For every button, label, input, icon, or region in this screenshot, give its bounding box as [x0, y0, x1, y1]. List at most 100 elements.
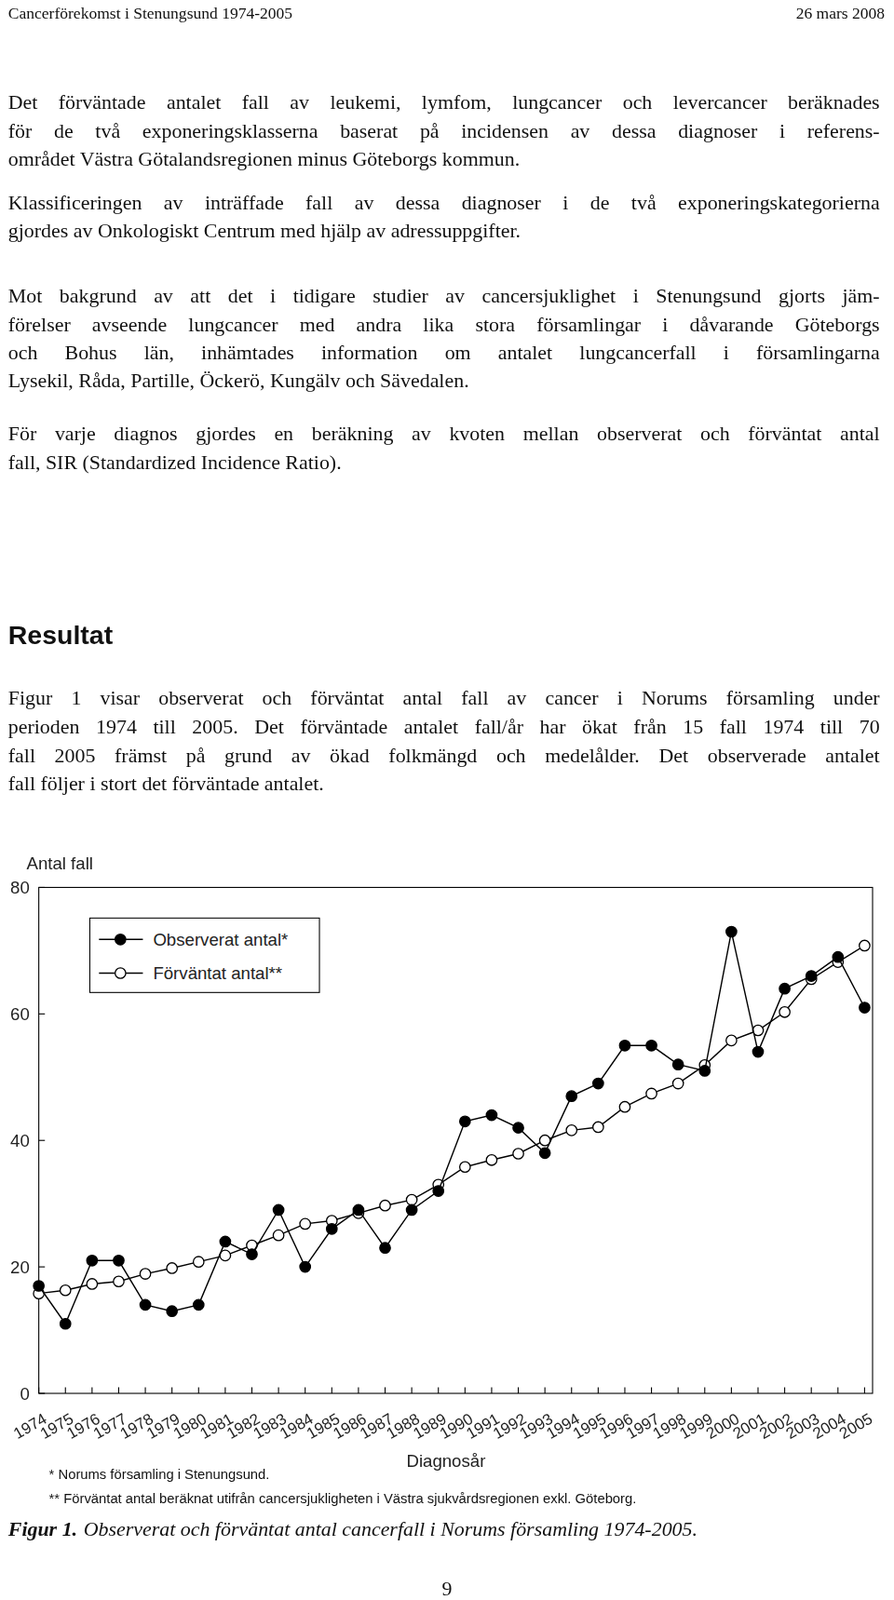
x-tick — [357, 1387, 359, 1395]
data-point — [593, 1122, 604, 1133]
y-tick — [39, 1393, 46, 1395]
data-point — [379, 1201, 391, 1212]
x-tick — [704, 1387, 705, 1395]
x-tick — [811, 1387, 813, 1395]
data-point — [86, 1279, 97, 1290]
text-line: och Bohus län, inhämtades information om… — [8, 339, 881, 365]
text-line: fall, SIR (Standardized Incidence Ratio)… — [8, 449, 881, 475]
x-tick — [864, 1387, 866, 1395]
chart: 0204060801974197519761977197819791980198… — [0, 0, 894, 1600]
x-tick — [623, 1387, 625, 1395]
data-point — [593, 1078, 604, 1089]
x-tick — [544, 1387, 546, 1395]
data-point — [672, 1059, 683, 1071]
x-tick — [198, 1387, 200, 1395]
data-point — [619, 1041, 630, 1052]
text-line: Mot bakgrund av att det i tidigare studi… — [8, 284, 881, 309]
y-tick — [39, 1014, 46, 1016]
x-tick — [65, 1387, 67, 1395]
x-tick — [145, 1387, 147, 1395]
data-point — [139, 1300, 150, 1311]
data-point — [460, 1162, 471, 1173]
legend-marker — [115, 968, 126, 979]
data-point — [832, 951, 843, 962]
text-line: fall 2005 främst på grund av ökad folkmä… — [8, 743, 881, 768]
data-point — [646, 1041, 657, 1052]
plot-frame — [39, 887, 873, 1395]
header-date: 26 mars 2008 — [796, 3, 885, 23]
data-point — [513, 1149, 524, 1160]
caption: Figur 1.Observerat och förväntat antal c… — [8, 1518, 698, 1543]
data-point — [113, 1256, 124, 1267]
x-tick-label: 2005 — [836, 1410, 876, 1444]
data-point — [86, 1256, 97, 1267]
data-point — [406, 1194, 417, 1206]
data-point — [166, 1306, 177, 1317]
x-tick — [437, 1387, 439, 1395]
data-point — [752, 1046, 763, 1057]
data-point — [60, 1319, 71, 1330]
data-point — [726, 926, 737, 937]
data-point — [193, 1257, 204, 1268]
y-tick — [39, 1140, 46, 1142]
data-point — [806, 971, 817, 982]
text-line: området Västra Götalandsregionen minus G… — [8, 146, 881, 171]
x-tick — [837, 1387, 839, 1395]
data-point — [513, 1123, 524, 1134]
x-tick — [650, 1387, 652, 1395]
y-axis-label: Antal fall — [26, 853, 93, 874]
text-line: gjordes av Onkologiskt Centrum med hjälp… — [8, 217, 881, 243]
y-tick — [39, 887, 46, 889]
data-point — [219, 1236, 231, 1247]
series-line — [39, 946, 866, 1295]
text-line: Det förväntade antalet fall av leukemi, … — [8, 89, 881, 114]
data-point — [726, 1035, 737, 1046]
y-tick-label: 0 — [19, 1384, 29, 1405]
x-tick — [384, 1387, 386, 1395]
data-point — [646, 1088, 657, 1099]
x-axis-label: Diagnosår — [406, 1451, 486, 1472]
data-point — [246, 1249, 258, 1260]
x-tick — [784, 1387, 786, 1395]
caption-label: Figur 1. — [8, 1518, 78, 1542]
x-tick — [731, 1387, 732, 1395]
data-point — [299, 1261, 311, 1273]
data-point — [406, 1205, 417, 1216]
x-tick — [570, 1387, 572, 1395]
data-point — [139, 1269, 150, 1280]
x-tick — [304, 1387, 306, 1395]
data-point — [619, 1102, 630, 1113]
x-tick — [91, 1387, 93, 1395]
data-point — [859, 1002, 870, 1014]
data-point — [272, 1205, 284, 1216]
data-point — [539, 1148, 550, 1159]
data-point — [566, 1125, 577, 1137]
text-line: för de två exponeringsklasserna baserat … — [8, 118, 881, 143]
footnote: * Norums församling i Stenungsund. — [49, 1467, 271, 1483]
text-line: Klassificeringen av inträffade fall av d… — [8, 189, 881, 215]
y-tick-label: 60 — [10, 1004, 30, 1025]
data-point — [166, 1263, 177, 1274]
text-line: perioden 1974 till 2005. Det förväntade … — [8, 714, 881, 739]
data-point — [460, 1116, 471, 1127]
header-title: Cancerförekomst i Stenungsund 1974-2005 — [8, 3, 293, 23]
data-point — [352, 1205, 364, 1216]
x-tick — [171, 1387, 173, 1395]
legend-label: Förväntat antal** — [152, 963, 283, 984]
caption-text: Observerat och förväntat antal cancerfal… — [83, 1518, 698, 1542]
text-line: Figur 1 visar observerat och förväntat a… — [8, 685, 881, 710]
x-tick — [757, 1387, 759, 1395]
data-point — [433, 1186, 444, 1197]
data-point — [486, 1155, 497, 1166]
x-tick — [118, 1387, 120, 1395]
x-tick — [517, 1387, 519, 1395]
data-point — [193, 1300, 204, 1311]
x-tick — [278, 1387, 280, 1395]
data-point — [33, 1281, 44, 1292]
x-tick — [411, 1387, 413, 1395]
text-line: fall följer i stort det förväntade antal… — [8, 772, 881, 797]
legend-marker — [115, 934, 126, 946]
text-line: förelser avseende lungcancer med andra l… — [8, 311, 881, 337]
footnote: ** Förväntat antal beräknat utifrån canc… — [49, 1491, 637, 1507]
x-tick — [677, 1387, 679, 1395]
